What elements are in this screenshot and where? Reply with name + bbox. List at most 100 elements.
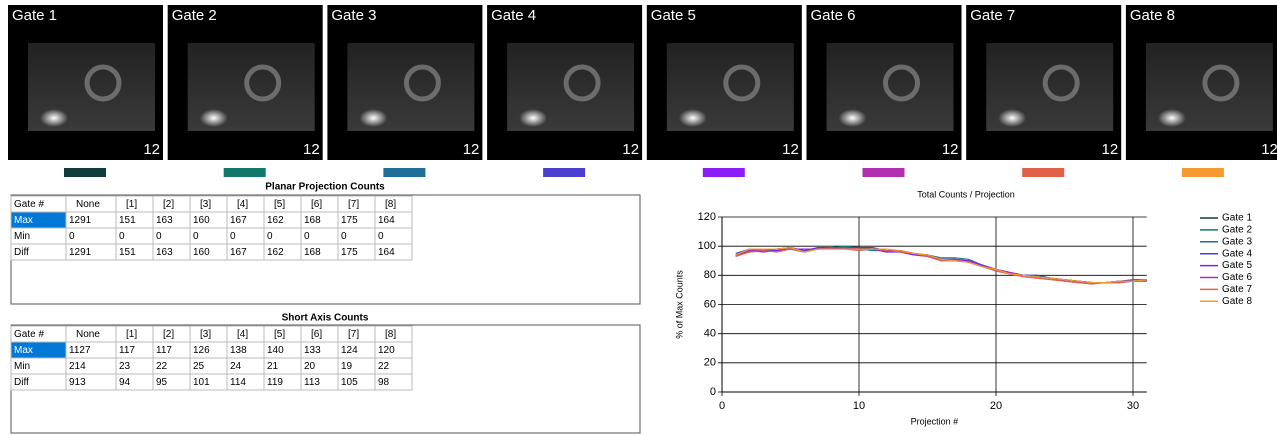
table-cell-text: 19 [341, 361, 353, 372]
table-cell-text: 120 [378, 345, 395, 356]
gate-color-bar [64, 168, 106, 177]
gate-label: Gate 3 [331, 7, 376, 24]
column-header: Gate # [14, 199, 44, 210]
gate-color-bar [703, 168, 745, 177]
column-header: [2] [163, 329, 174, 340]
table-title: Short Axis Counts [282, 313, 369, 324]
column-header: [5] [274, 329, 285, 340]
table-cell-text: 0 [230, 231, 236, 242]
table-cell-text: 175 [341, 215, 358, 226]
table-cell-text: 160 [193, 247, 210, 258]
table-cell-text: 163 [156, 247, 173, 258]
column-header: [7] [348, 199, 359, 210]
table-cell-text: 164 [378, 215, 395, 226]
legend-label: Gate 5 [1222, 260, 1252, 271]
table-cell-text: 20 [304, 361, 316, 372]
gate-number: 12 [942, 141, 959, 158]
series-line [736, 248, 1147, 283]
table-cell-text: 138 [230, 345, 247, 356]
series-line [736, 248, 1147, 283]
gate-label: Gate 7 [970, 7, 1015, 24]
table-cell-text: 163 [156, 215, 173, 226]
hot-spot [519, 109, 547, 127]
table-cell-text: 162 [267, 247, 284, 258]
gate-number: 12 [1261, 141, 1277, 158]
hot-spot [1158, 109, 1186, 127]
table-cell-text: 0 [119, 231, 125, 242]
series-line [736, 246, 1147, 282]
table-cell-text: 0 [69, 231, 75, 242]
table-cell-text: 98 [378, 377, 390, 388]
table-cell-text: 167 [230, 247, 247, 258]
table-cell-text: 167 [230, 215, 247, 226]
table-cell-text: 0 [304, 231, 310, 242]
gate-number: 12 [1102, 141, 1119, 158]
table-cell-text: 0 [156, 231, 162, 242]
x-tick-label: 30 [1127, 400, 1139, 412]
table-cell-text: 140 [267, 345, 284, 356]
table-cell-text: 25 [193, 361, 205, 372]
x-tick-label: 0 [719, 400, 725, 412]
y-tick-label: 0 [710, 386, 716, 398]
gate-color-bar [383, 168, 425, 177]
column-header: [3] [200, 199, 211, 210]
table-cell-text: 114 [230, 377, 246, 388]
column-header: [3] [200, 329, 211, 340]
gate-number: 12 [143, 141, 160, 158]
gate-label: Gate 4 [491, 7, 536, 24]
hot-spot [40, 109, 68, 127]
table-cell-text: 113 [304, 377, 320, 388]
table-cell-text: Min [14, 231, 30, 242]
legend-label: Gate 7 [1222, 284, 1252, 295]
y-tick-label: 60 [704, 298, 716, 310]
table-cell-text: 95 [156, 377, 168, 388]
table-cell-text: 21 [267, 361, 279, 372]
x-tick-label: 20 [990, 400, 1002, 412]
gate-label: Gate 6 [811, 7, 856, 24]
table-cell-text: 160 [193, 215, 210, 226]
series-line [736, 248, 1147, 283]
gate-label: Gate 1 [12, 7, 57, 24]
table-cell-text: 126 [193, 345, 210, 356]
table-cell-text: 101 [193, 377, 210, 388]
gate-label: Gate 8 [1130, 7, 1175, 24]
hot-spot [679, 109, 707, 127]
table-cell-text: 1291 [69, 215, 92, 226]
series-line [736, 249, 1147, 284]
series-line [736, 248, 1147, 283]
column-header: [7] [348, 329, 359, 340]
table-cell-text: 124 [341, 345, 358, 356]
gate-color-bar [543, 168, 585, 177]
gate-color-bar [1182, 168, 1224, 177]
table-cell-text: 22 [378, 361, 390, 372]
table-cell-text: 1127 [69, 345, 91, 356]
column-header: [1] [126, 199, 137, 210]
y-tick-label: 20 [704, 357, 716, 369]
table-cell-text: 162 [267, 215, 284, 226]
table-cell-text: Min [14, 361, 30, 372]
table-cell-text: 214 [69, 361, 86, 372]
hot-spot [998, 109, 1026, 127]
table-cell-text: 1291 [69, 247, 92, 258]
column-header: [6] [311, 199, 322, 210]
column-header: Gate # [14, 329, 44, 340]
column-header: None [76, 329, 100, 340]
series-line [736, 248, 1147, 283]
table-cell-text: 168 [304, 215, 321, 226]
table-cell-text: 117 [156, 345, 172, 356]
table-cell-text: Diff [14, 247, 29, 258]
y-axis-label: % of Max Counts [674, 270, 684, 339]
table-cell-text: 0 [267, 231, 273, 242]
legend-label: Gate 6 [1222, 272, 1252, 283]
y-tick-label: 80 [704, 269, 716, 281]
legend-label: Gate 8 [1222, 296, 1252, 307]
hot-spot [359, 109, 387, 127]
table-cell-text: 23 [119, 361, 131, 372]
column-header: [1] [126, 329, 137, 340]
gate-color-bar [863, 168, 905, 177]
gate-number: 12 [303, 141, 320, 158]
gate-number: 12 [463, 141, 480, 158]
y-tick-label: 120 [698, 211, 716, 223]
table-cell-text: 24 [230, 361, 242, 372]
table-cell-text: 0 [341, 231, 347, 242]
